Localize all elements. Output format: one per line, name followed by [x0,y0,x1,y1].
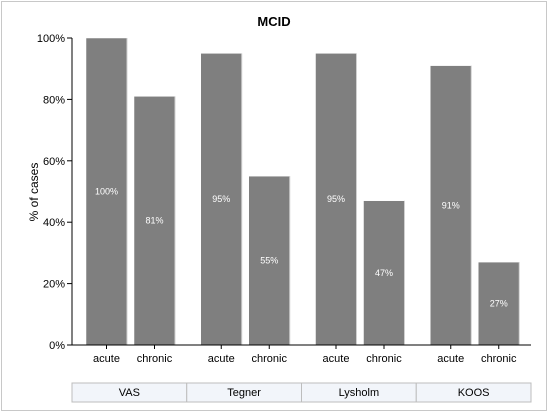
data-label: 27% [490,299,508,309]
group-label-koos: KOOS [458,387,490,399]
data-label: 55% [260,256,278,266]
x-category-label: chronic [481,353,517,365]
x-category-label: acute [93,353,120,365]
y-axis: 0% 20% 40% 60% 80% 100% [37,33,73,352]
y-tick-label: 20% [43,279,65,291]
data-label: 100% [95,187,118,197]
bar-koos-chronic [478,261,520,346]
data-label: 81% [145,216,163,226]
bar-lysholm-chronic [363,200,405,346]
group-label-tegner: Tegner [227,387,261,399]
y-tick-label: 100% [37,33,65,45]
bar-vas-chronic [133,96,176,346]
data-label: 47% [375,268,393,278]
group-label-lysholm: Lysholm [339,387,380,399]
x-category-label: acute [208,353,235,365]
x-category-label: chronic [137,353,173,365]
x-category-label: chronic [252,353,288,365]
bar-tegner-chronic [248,175,290,346]
data-label: 91% [442,200,460,210]
group-label-table: VAS Tegner Lysholm KOOS [71,382,532,403]
data-label: 95% [327,194,345,204]
y-tick-label: 60% [43,156,65,168]
y-tick-label: 40% [43,217,65,229]
data-label: 95% [212,194,230,204]
bars: 100% 81% 95% 55% 95% 47% 91% 27% [85,37,520,346]
x-category-label: acute [437,353,464,365]
group-label-vas: VAS [119,387,140,399]
y-tick-label: 0% [49,340,65,352]
x-category-label: chronic [366,353,402,365]
x-axis: acute chronic acute chronic acute chronic acut… [72,344,531,365]
y-axis-label: % of cases [27,163,41,222]
x-category-label: acute [323,353,350,365]
group-cell [415,382,532,403]
bar-vas-acute [85,37,128,346]
y-tick-label: 80% [43,94,65,106]
chart-title: MCID [257,14,290,29]
bar-lysholm-acute [315,53,357,346]
